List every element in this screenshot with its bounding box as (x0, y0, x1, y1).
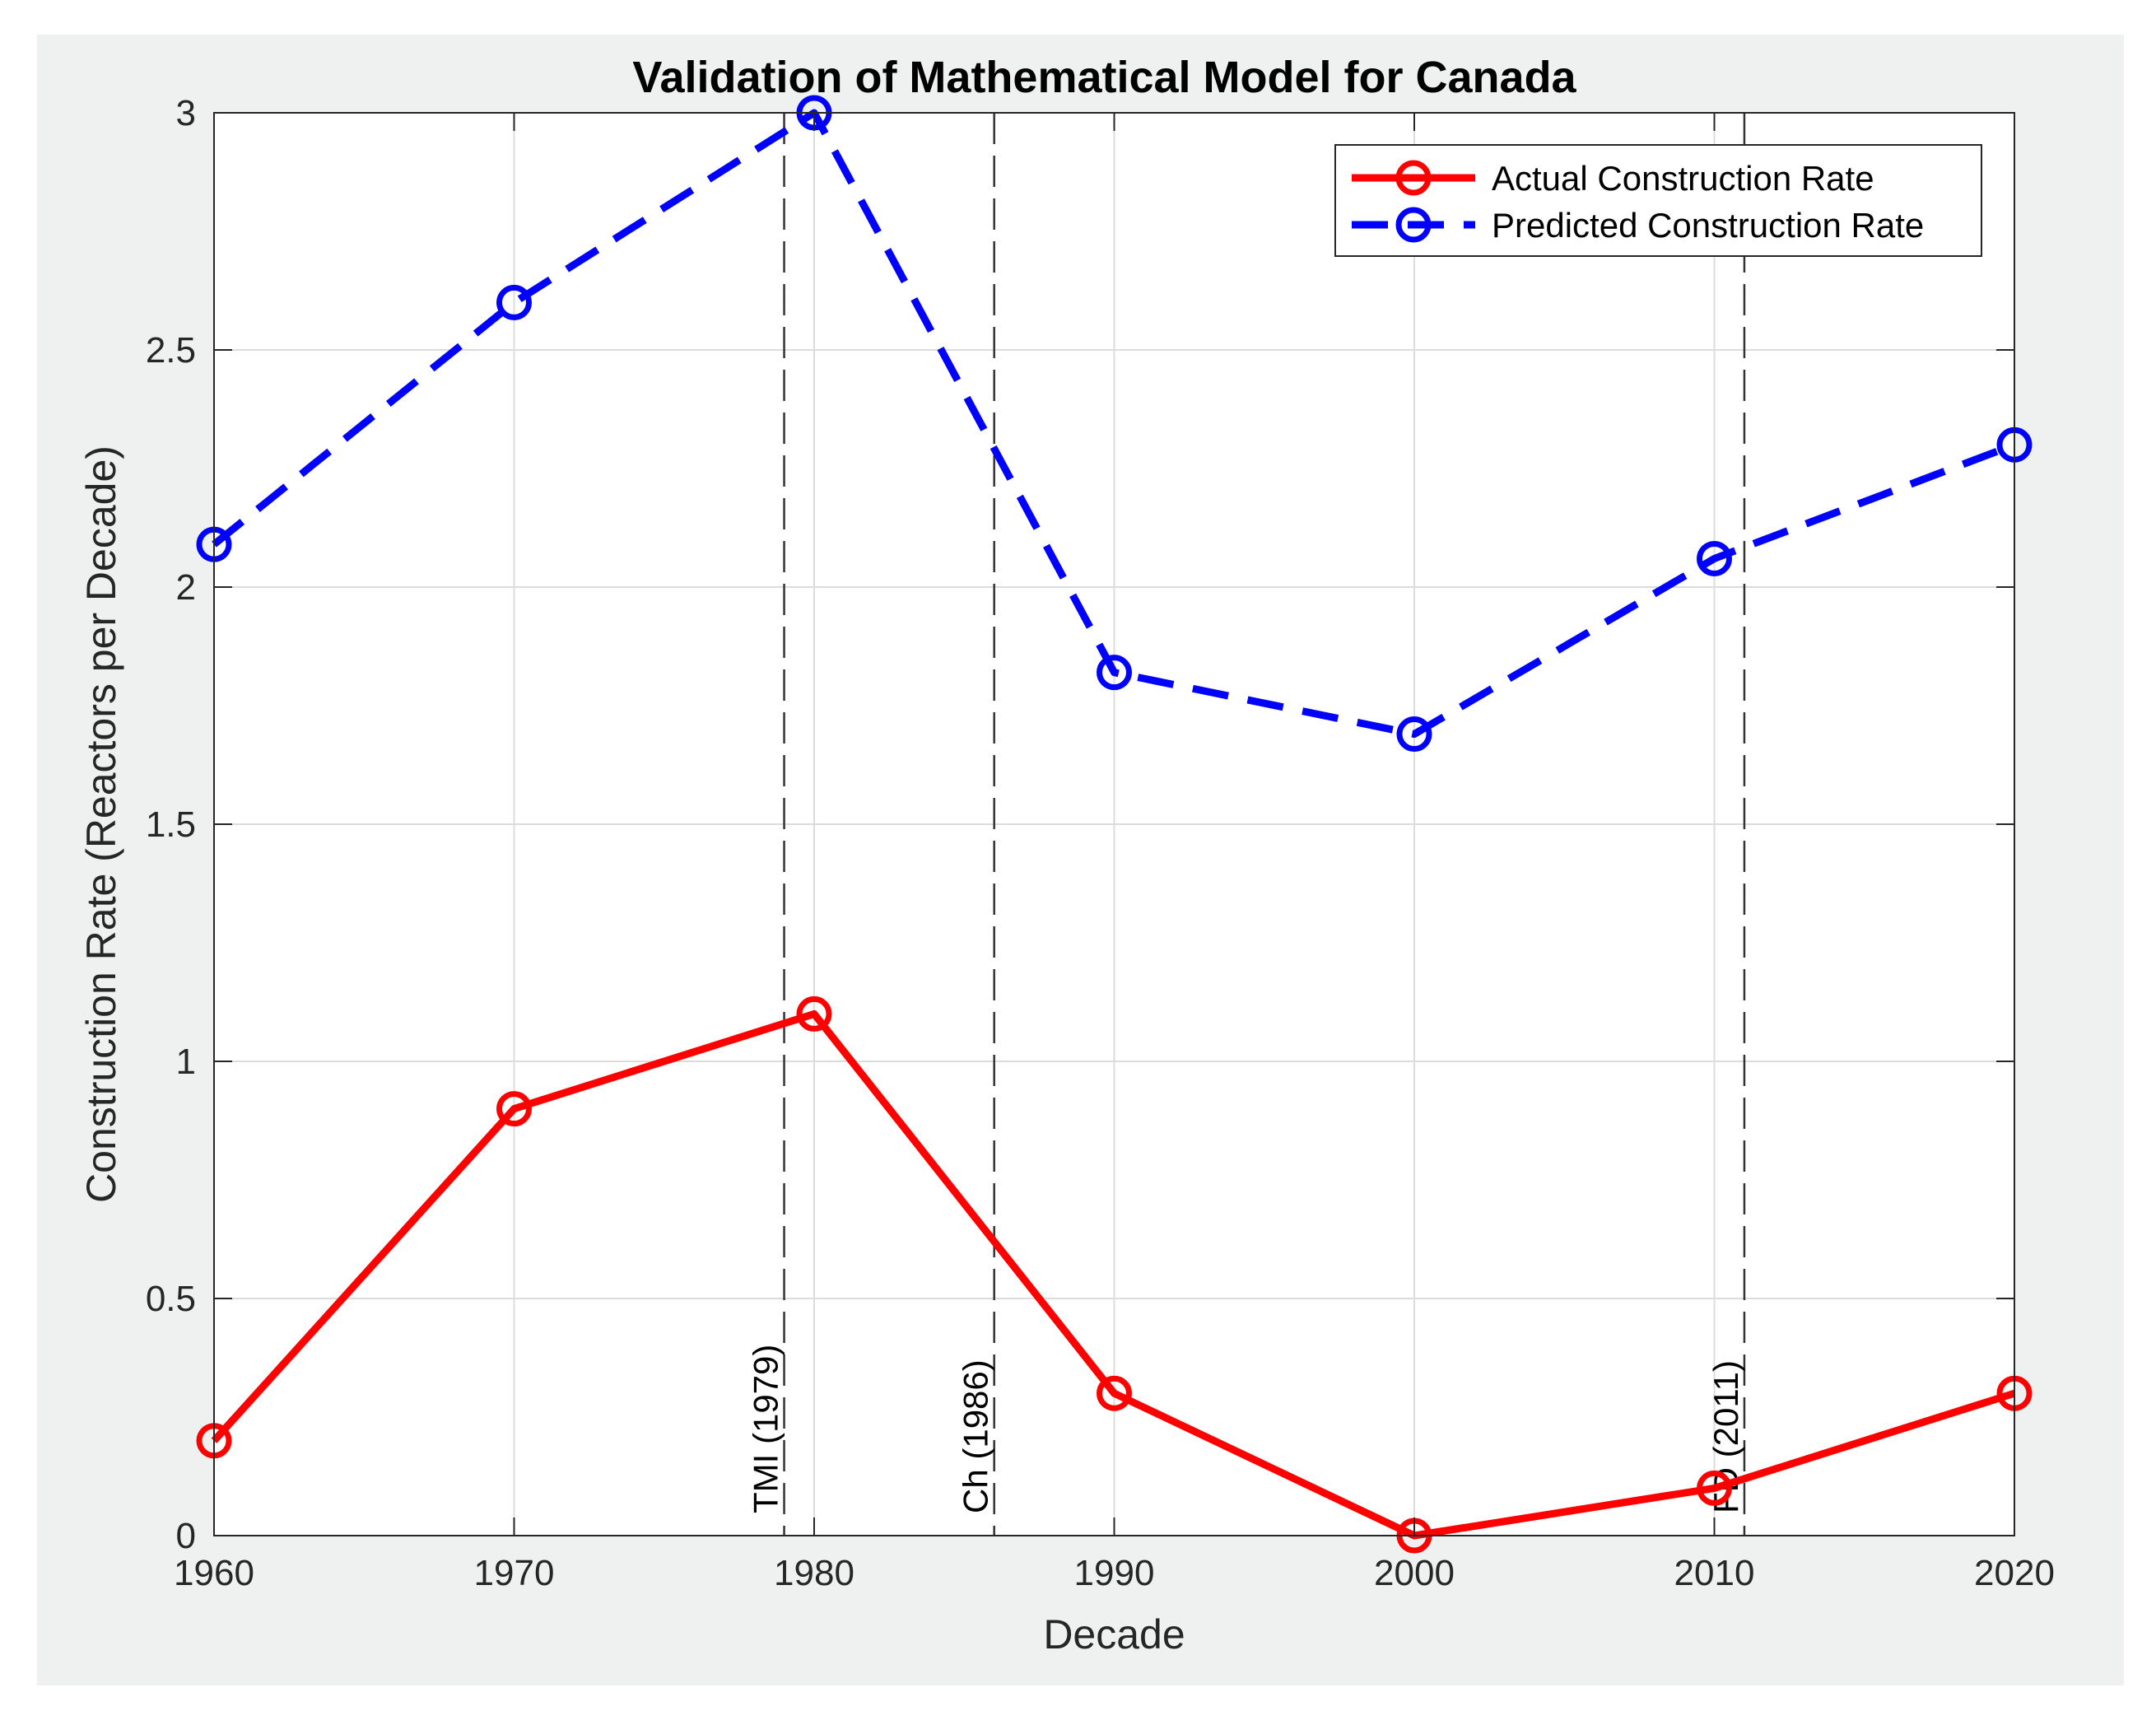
y-tick-label: 3 (176, 93, 196, 133)
data-point-predicted (1697, 540, 1732, 576)
x-tick-label: 2000 (1374, 1553, 1455, 1593)
data-point-actual (796, 995, 832, 1032)
axis-ticks: 1960 1970 1980 1990 2000 2010 2020 0 0.5 1 1.5 2 2.5… (146, 93, 2055, 1593)
series-line-predicted (212, 109, 2016, 739)
x-tick-label: 1990 (1074, 1553, 1155, 1593)
data-point-actual (1697, 1470, 1732, 1506)
series-line-actual (211, 1009, 2016, 1540)
data-point-actual (1097, 1375, 1132, 1411)
legend-marker-predicted (1395, 207, 1432, 243)
legend-item-actual: Actual Construction Rate (1352, 159, 1874, 198)
y-tick-label: 2.5 (146, 330, 196, 371)
y-tick-label: 2 (176, 567, 196, 608)
legend-box (1334, 144, 1982, 257)
x-tick-label: 1960 (174, 1553, 254, 1593)
event-label: Ch (1986) (957, 1359, 995, 1513)
y-tick-label: 0 (176, 1516, 196, 1556)
legend-label: Actual Construction Rate (1492, 159, 1874, 198)
y-tick-label: 0.5 (146, 1279, 196, 1319)
data-point-actual (496, 1091, 532, 1127)
y-tick-label: 1.5 (146, 804, 196, 845)
data-point-predicted (1097, 655, 1132, 691)
y-tick-label: 1 (176, 1042, 196, 1082)
legend-marker-actual (1395, 160, 1432, 196)
x-axis-title: Decade (1043, 1611, 1185, 1657)
event-label: TMI (1979) (747, 1345, 785, 1513)
x-tick-label: 1980 (774, 1553, 854, 1593)
event-lines: TMI (1979) Ch (1986) FD (2011) (747, 113, 1746, 1536)
x-tick-label: 1970 (474, 1553, 555, 1593)
chart-title: Validation of Mathematical Model for Can… (632, 53, 1576, 102)
x-tick-label: 2020 (1974, 1553, 2055, 1593)
legend: Actual Construction Rate Predicted Constr… (1334, 144, 1982, 257)
data-point-predicted (496, 284, 532, 320)
legend-label: Predicted Construction Rate (1492, 206, 1924, 245)
legend-item-predicted: Predicted Construction Rate (1352, 206, 1924, 245)
data-point-predicted (1396, 716, 1432, 753)
x-tick-label: 2010 (1674, 1553, 1755, 1593)
y-axis-title: Construction Rate (Reactors per Decade) (78, 445, 124, 1203)
